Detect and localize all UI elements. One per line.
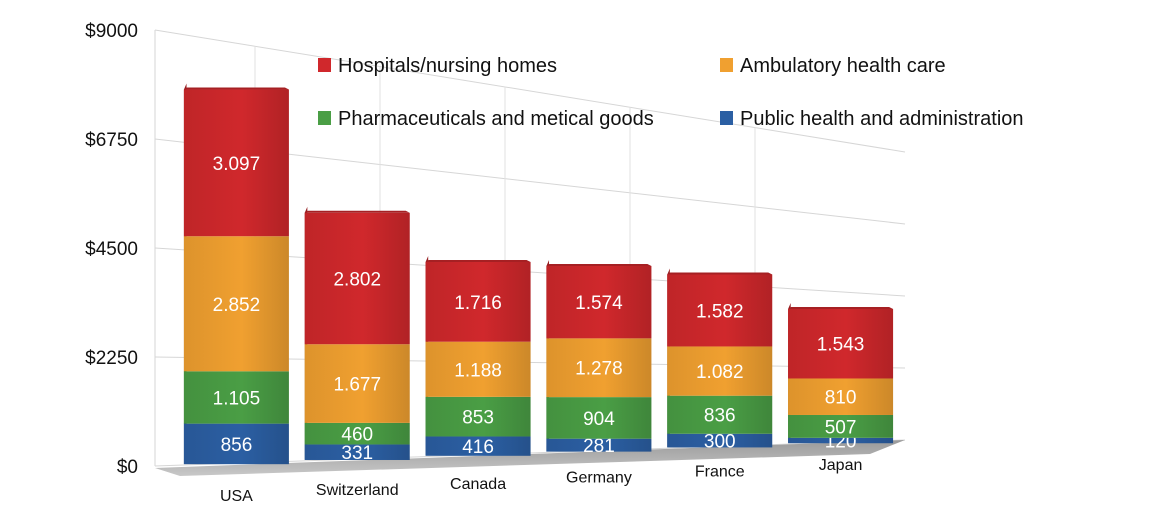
bar-segment [788, 378, 894, 415]
bar-top [304, 210, 410, 213]
bar-segment [425, 436, 531, 456]
bar-segment [304, 344, 410, 423]
bar-segment [183, 423, 289, 465]
x-category-label: USA [220, 488, 253, 505]
data-label: 300 [704, 432, 736, 453]
y-tick-label: $6750 [85, 130, 138, 151]
data-label: 1.543 [817, 335, 865, 356]
data-label: 853 [462, 408, 494, 429]
bar-segment [788, 437, 894, 444]
data-label: 1.278 [575, 359, 623, 380]
data-label: 1.188 [454, 360, 502, 381]
bar-segment [425, 341, 531, 397]
x-category-label: Switzerland [316, 482, 399, 499]
bar-segment [304, 422, 410, 445]
bar-segment [304, 444, 410, 460]
legend: Hospitals/nursing homes Ambulatory health… [318, 55, 1024, 130]
data-label: 507 [825, 417, 857, 438]
bar-top [788, 306, 894, 309]
data-label: 2.852 [213, 295, 261, 316]
bar-stack-canada: 416 853 1.188 1.716 [425, 255, 531, 458]
gridline [154, 29, 906, 153]
data-label: 460 [341, 425, 373, 446]
bar-segment [546, 438, 652, 452]
bar-stack-germany: 281 904 1.278 1.574 [546, 259, 652, 457]
data-label: 836 [704, 406, 736, 427]
y-tick-label: $2250 [85, 348, 138, 369]
legend-label: Public health and administration [740, 108, 1024, 130]
legend-swatch [720, 111, 733, 125]
x-category-label: Japan [819, 457, 863, 474]
bar-top [546, 263, 652, 266]
data-label: 416 [462, 437, 494, 458]
legend-swatch [318, 58, 331, 72]
bar-segment [425, 396, 531, 437]
data-label: 281 [583, 436, 615, 457]
bar-segment [183, 236, 289, 372]
legend-label: Ambulatory health care [740, 55, 946, 77]
y-axis: $0 $2250 $4500 $6750 $9000 [85, 21, 138, 478]
data-label: 1.677 [333, 375, 381, 396]
data-label: 904 [583, 409, 615, 430]
data-label: 1.105 [213, 388, 261, 409]
legend-label: Pharmaceuticals and metical goods [338, 108, 654, 130]
x-category-label: France [695, 463, 745, 480]
legend-swatch [318, 111, 331, 125]
data-label: 1.716 [454, 293, 502, 314]
bar-segment [546, 338, 652, 398]
bar-stack-france: 300 836 1.082 1.582 [667, 268, 773, 453]
x-category-label: Canada [450, 476, 506, 493]
chart-floor [155, 440, 905, 476]
bar-segment [667, 274, 773, 347]
bar-segment [546, 397, 652, 439]
bar-segment [425, 261, 531, 342]
x-category-label: Germany [566, 470, 632, 487]
data-label: 1.582 [696, 301, 744, 322]
data-label: 2.802 [333, 270, 381, 291]
y-tick-label: $9000 [85, 21, 138, 42]
bar-segment [546, 265, 652, 339]
data-label: 3.097 [213, 154, 261, 175]
data-label: 1.082 [696, 362, 744, 383]
y-tick-label: $4500 [85, 239, 138, 260]
legend-swatch [720, 58, 733, 72]
data-label: 1.574 [575, 293, 623, 314]
bar-segment [667, 346, 773, 396]
bar-stack-usa: 856 1.105 2.852 3.097 [183, 83, 289, 465]
data-label: 331 [341, 443, 373, 464]
bar-top [183, 87, 289, 90]
bar-segment [667, 395, 773, 434]
data-label: 810 [825, 388, 857, 409]
y-tick-label: $0 [117, 457, 138, 478]
bar-segment [183, 371, 289, 424]
legend-label: Hospitals/nursing homes [338, 55, 557, 77]
bar-top [425, 259, 531, 262]
bar-segment [667, 433, 773, 448]
bar-top [667, 272, 773, 275]
bar-segment [788, 414, 894, 438]
data-label: 856 [221, 435, 253, 456]
bar-segment [304, 212, 410, 345]
bar-segment [183, 89, 289, 237]
bar-segment [788, 308, 894, 379]
